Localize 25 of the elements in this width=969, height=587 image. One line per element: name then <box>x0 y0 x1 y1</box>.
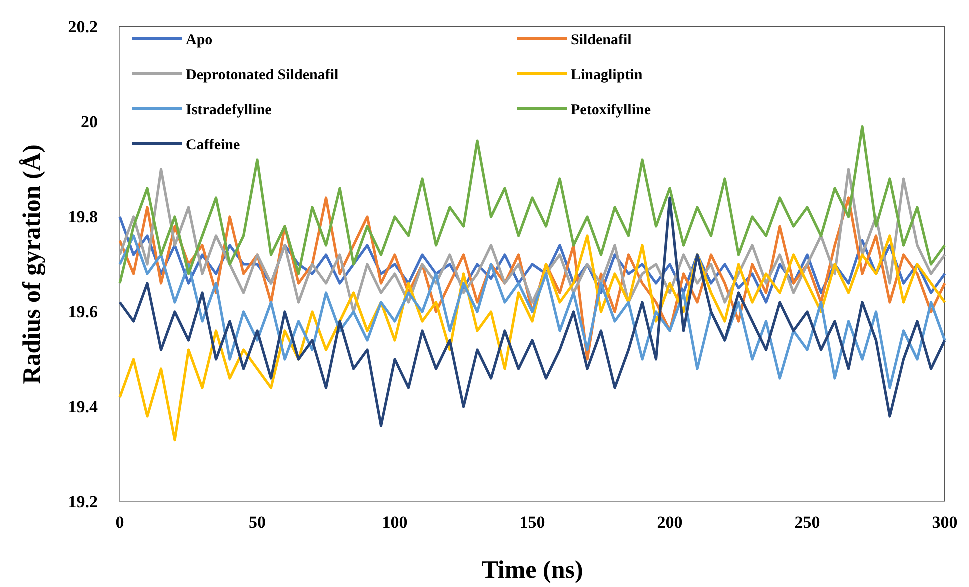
legend-label: Petoxifylline <box>571 102 652 118</box>
x-tick-label: 200 <box>657 513 683 532</box>
legend-label: Sildenafil <box>571 32 632 48</box>
y-tick-label: 19.4 <box>68 397 98 416</box>
y-tick-label: 20 <box>81 112 98 132</box>
legend-label: Caffeine <box>186 137 240 154</box>
x-tick-label: 0 <box>116 513 124 532</box>
legend-label: Deprotonated Sildenafil <box>186 67 339 84</box>
line-series <box>118 125 946 285</box>
line-series <box>118 234 946 390</box>
legend-label: Linagliptin <box>571 67 644 84</box>
x-tick-label: 50 <box>249 513 266 532</box>
y-tick-label: 19.8 <box>68 207 98 226</box>
x-tick-label: 300 <box>932 513 958 532</box>
legend-label: Istradefylline <box>186 102 272 118</box>
line-series <box>118 196 946 428</box>
x-tick-label: 100 <box>382 513 408 532</box>
y-tick-label: 20.2 <box>68 17 98 36</box>
y-tick-label: 19.6 <box>68 302 98 322</box>
x-tick-label: 150 <box>520 513 546 532</box>
x-axis-title: Time (ns) <box>482 557 584 584</box>
x-tick-label: 250 <box>794 513 820 532</box>
legend-label: Apo <box>186 32 213 48</box>
y-axis-title: Radius of gyration (Å) <box>19 144 46 384</box>
y-tick-label: 19.2 <box>68 492 98 512</box>
